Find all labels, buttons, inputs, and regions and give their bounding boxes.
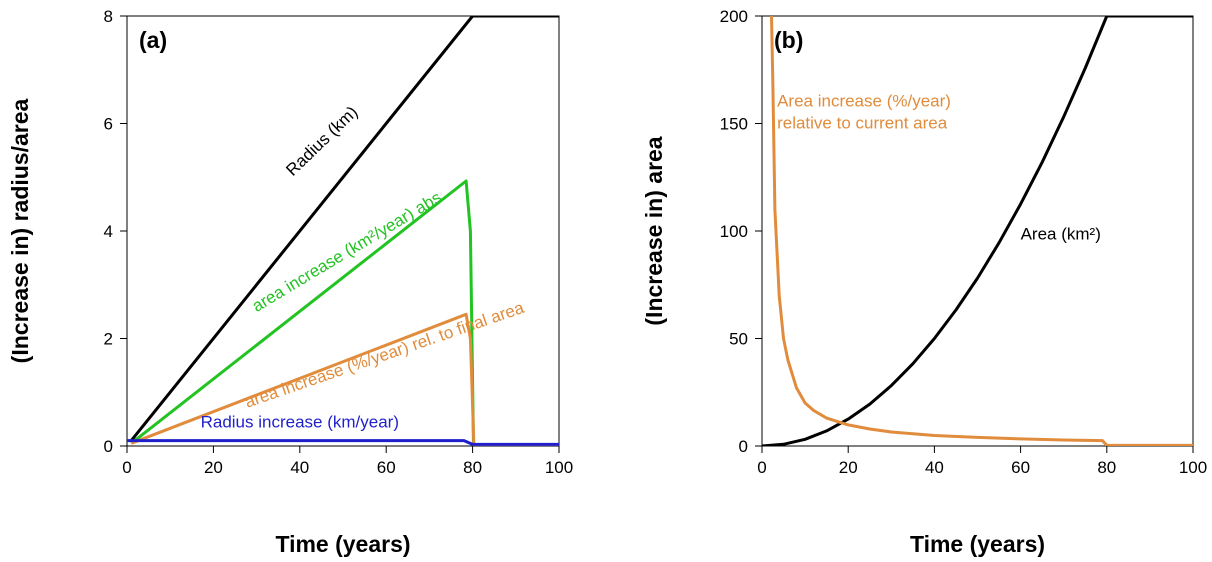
y-tick-label: 0 — [104, 437, 113, 456]
panel-label: (b) — [774, 27, 803, 53]
annotation-label: Area increase (%/year) — [777, 91, 951, 110]
series-line-3 — [127, 439, 559, 446]
y-tick-label: 0 — [739, 437, 748, 456]
x-axis-title: Time (years) — [275, 531, 410, 557]
x-tick-label: 40 — [925, 458, 944, 477]
annotation-label: area increase (%/year) rel. to final are… — [242, 298, 527, 412]
x-tick-label: 20 — [839, 458, 858, 477]
series-line-1 — [130, 179, 559, 446]
x-tick-label: 80 — [463, 458, 482, 477]
y-tick-label: 100 — [720, 222, 748, 241]
y-axis-title: (Increase in) area — [641, 136, 667, 325]
x-tick-label: 80 — [1097, 458, 1116, 477]
plot-frame — [761, 15, 1194, 447]
x-tick-label: 0 — [122, 458, 131, 477]
annotation-label: Radius increase (km/year) — [201, 413, 399, 432]
x-tick-label: 100 — [545, 458, 573, 477]
y-tick-label: 6 — [104, 115, 113, 134]
x-tick-label: 40 — [290, 458, 309, 477]
y-tick-label: 8 — [104, 7, 113, 26]
panel-b: 0 20 40 60 80 100 0 50 100 150 200 Time (years) (Inc… — [641, 7, 1207, 557]
x-tick-label: 100 — [1179, 458, 1207, 477]
x-tick-label: 0 — [757, 458, 766, 477]
y-tick-label: 200 — [720, 7, 748, 26]
y-tick-label: 50 — [729, 330, 748, 349]
x-tick-label: 20 — [204, 458, 223, 477]
x-tick-label: 60 — [1011, 458, 1030, 477]
x-axis-title: Time (years) — [910, 531, 1045, 557]
series-line-0 — [130, 16, 559, 442]
plot-frame — [126, 15, 560, 447]
y-tick-label: 4 — [104, 222, 113, 241]
annotation-label: Area (km²) — [1021, 225, 1101, 244]
y-axis-title: (Increase in) radius/area — [7, 98, 33, 363]
panel-a: 0 20 40 60 80 100 0 2 4 6 8 Time (years) (Increase i… — [7, 7, 573, 557]
annotation-label-line2: relative to current area — [777, 113, 948, 132]
series-line-1 — [770, 16, 1193, 446]
series-line-2 — [130, 312, 559, 446]
annotation-label: area increase (km²/year) abs. — [249, 185, 449, 316]
y-tick-label: 2 — [104, 330, 113, 349]
panel-label: (a) — [139, 27, 167, 53]
y-tick-label: 150 — [720, 115, 748, 134]
series-line-0 — [762, 16, 1193, 446]
x-tick-label: 60 — [377, 458, 396, 477]
